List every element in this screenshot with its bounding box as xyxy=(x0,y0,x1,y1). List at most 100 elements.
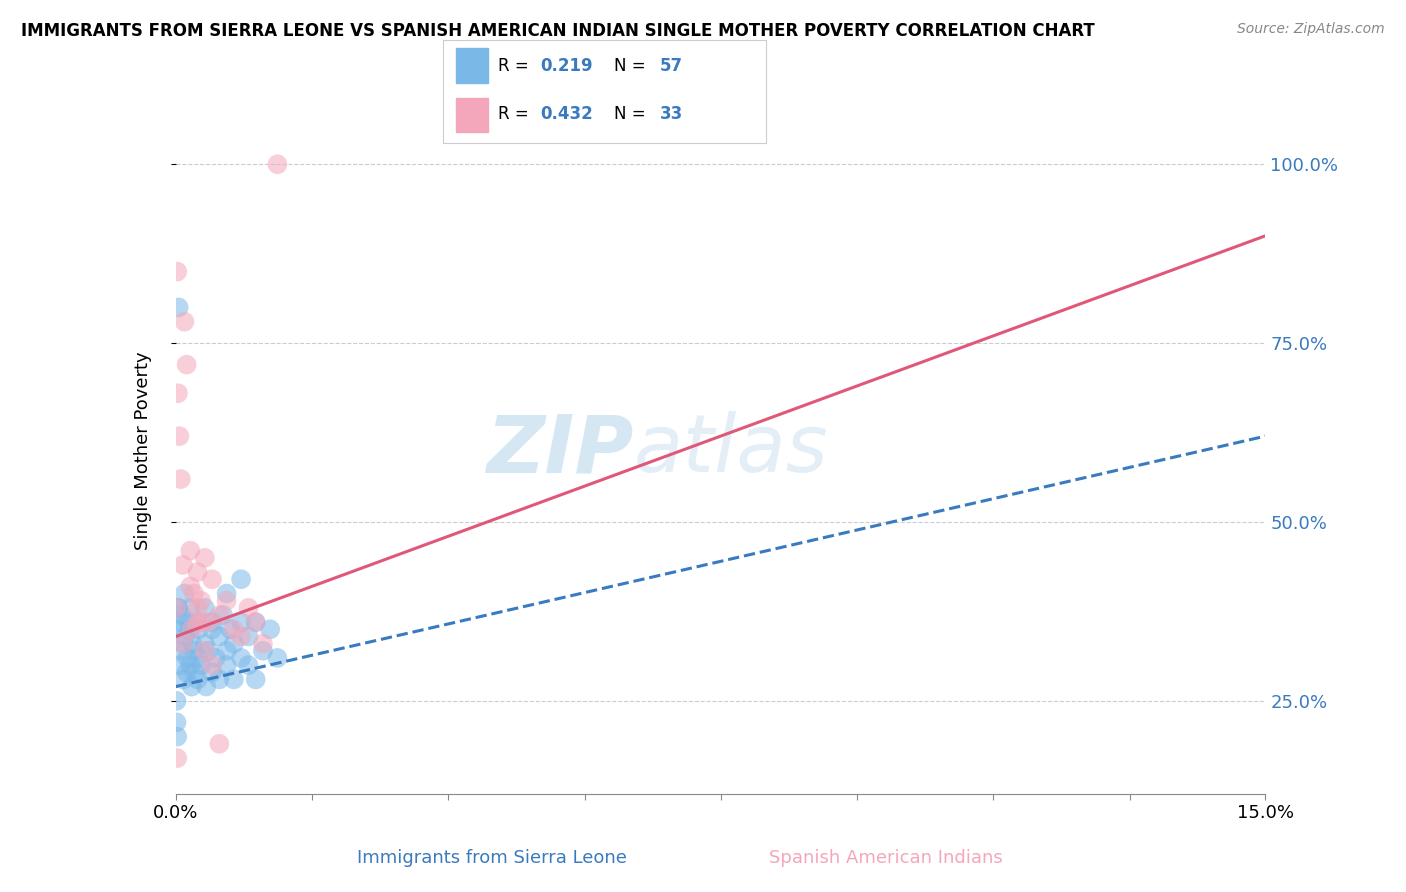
Point xyxy=(204,651,226,665)
Point xyxy=(172,673,194,687)
Text: R =: R = xyxy=(498,57,534,75)
Point xyxy=(177,615,200,630)
Point xyxy=(166,623,188,637)
Text: IMMIGRANTS FROM SIERRA LEONE VS SPANISH AMERICAN INDIAN SINGLE MOTHER POVERTY CO: IMMIGRANTS FROM SIERRA LEONE VS SPANISH … xyxy=(21,22,1095,40)
Bar xyxy=(456,48,488,83)
Point xyxy=(173,586,195,600)
Point xyxy=(174,630,197,644)
Text: R =: R = xyxy=(498,105,534,123)
Text: N =: N = xyxy=(614,57,651,75)
Text: atlas: atlas xyxy=(633,411,828,490)
Point xyxy=(245,615,267,630)
Point xyxy=(238,630,260,644)
Text: 33: 33 xyxy=(659,105,683,123)
Point xyxy=(179,579,201,593)
Point xyxy=(172,558,194,572)
Text: Spanish American Indians: Spanish American Indians xyxy=(769,849,1002,867)
Point xyxy=(166,730,188,744)
Point xyxy=(231,615,253,630)
Point xyxy=(166,600,188,615)
Point xyxy=(195,680,218,694)
Point xyxy=(238,600,260,615)
Point xyxy=(179,600,201,615)
Point xyxy=(186,651,209,665)
Point xyxy=(197,615,219,630)
Point xyxy=(238,658,260,673)
Point xyxy=(190,593,212,607)
Point xyxy=(252,644,274,658)
Point xyxy=(169,429,191,443)
Point xyxy=(219,623,242,637)
Point xyxy=(188,623,211,637)
Point xyxy=(190,615,212,630)
Point xyxy=(186,673,209,687)
Point xyxy=(201,658,224,673)
Point xyxy=(245,673,267,687)
Point xyxy=(166,694,188,708)
Text: 0.219: 0.219 xyxy=(540,57,592,75)
Point xyxy=(215,593,238,607)
Point xyxy=(252,637,274,651)
Point xyxy=(208,737,231,751)
Point xyxy=(173,315,195,329)
Point xyxy=(186,600,209,615)
Point xyxy=(167,600,190,615)
Point xyxy=(166,715,188,730)
Point xyxy=(201,615,224,630)
Point xyxy=(222,637,245,651)
Text: ZIP: ZIP xyxy=(486,411,633,490)
Point xyxy=(170,607,193,622)
Point xyxy=(183,665,205,680)
Point xyxy=(167,644,190,658)
Point xyxy=(186,615,209,630)
Text: 57: 57 xyxy=(659,57,683,75)
Text: Immigrants from Sierra Leone: Immigrants from Sierra Leone xyxy=(357,849,627,867)
Point xyxy=(179,543,201,558)
Point xyxy=(194,637,217,651)
Point xyxy=(176,358,198,372)
Point xyxy=(259,623,281,637)
Point xyxy=(186,565,209,579)
Point xyxy=(181,637,204,651)
Point xyxy=(194,600,217,615)
Point xyxy=(231,572,253,586)
Point xyxy=(231,651,253,665)
Point xyxy=(166,264,188,278)
Point xyxy=(167,386,190,401)
Point xyxy=(208,630,231,644)
Y-axis label: Single Mother Poverty: Single Mother Poverty xyxy=(134,351,152,549)
Point xyxy=(231,630,253,644)
Point xyxy=(183,644,205,658)
Point xyxy=(176,665,198,680)
Point xyxy=(197,644,219,658)
Point xyxy=(222,623,245,637)
Point xyxy=(169,658,191,673)
Point xyxy=(266,157,288,171)
Point xyxy=(180,680,202,694)
Point xyxy=(194,644,217,658)
Point xyxy=(172,637,194,651)
Point xyxy=(194,550,217,565)
Point xyxy=(167,600,190,615)
Point xyxy=(172,637,194,651)
Point xyxy=(266,651,288,665)
Text: 0.432: 0.432 xyxy=(540,105,593,123)
Point xyxy=(215,586,238,600)
Point xyxy=(201,572,224,586)
Point xyxy=(222,673,245,687)
Point xyxy=(201,623,224,637)
Bar xyxy=(456,97,488,132)
Point xyxy=(179,623,201,637)
Point xyxy=(245,615,267,630)
Point xyxy=(186,615,209,630)
Point xyxy=(166,751,188,765)
Point xyxy=(212,607,235,622)
Point xyxy=(167,301,190,315)
Text: Source: ZipAtlas.com: Source: ZipAtlas.com xyxy=(1237,22,1385,37)
Point xyxy=(215,658,238,673)
Point xyxy=(183,586,205,600)
Point xyxy=(169,615,191,630)
Point xyxy=(179,658,201,673)
Point xyxy=(170,472,193,486)
Point xyxy=(180,623,202,637)
